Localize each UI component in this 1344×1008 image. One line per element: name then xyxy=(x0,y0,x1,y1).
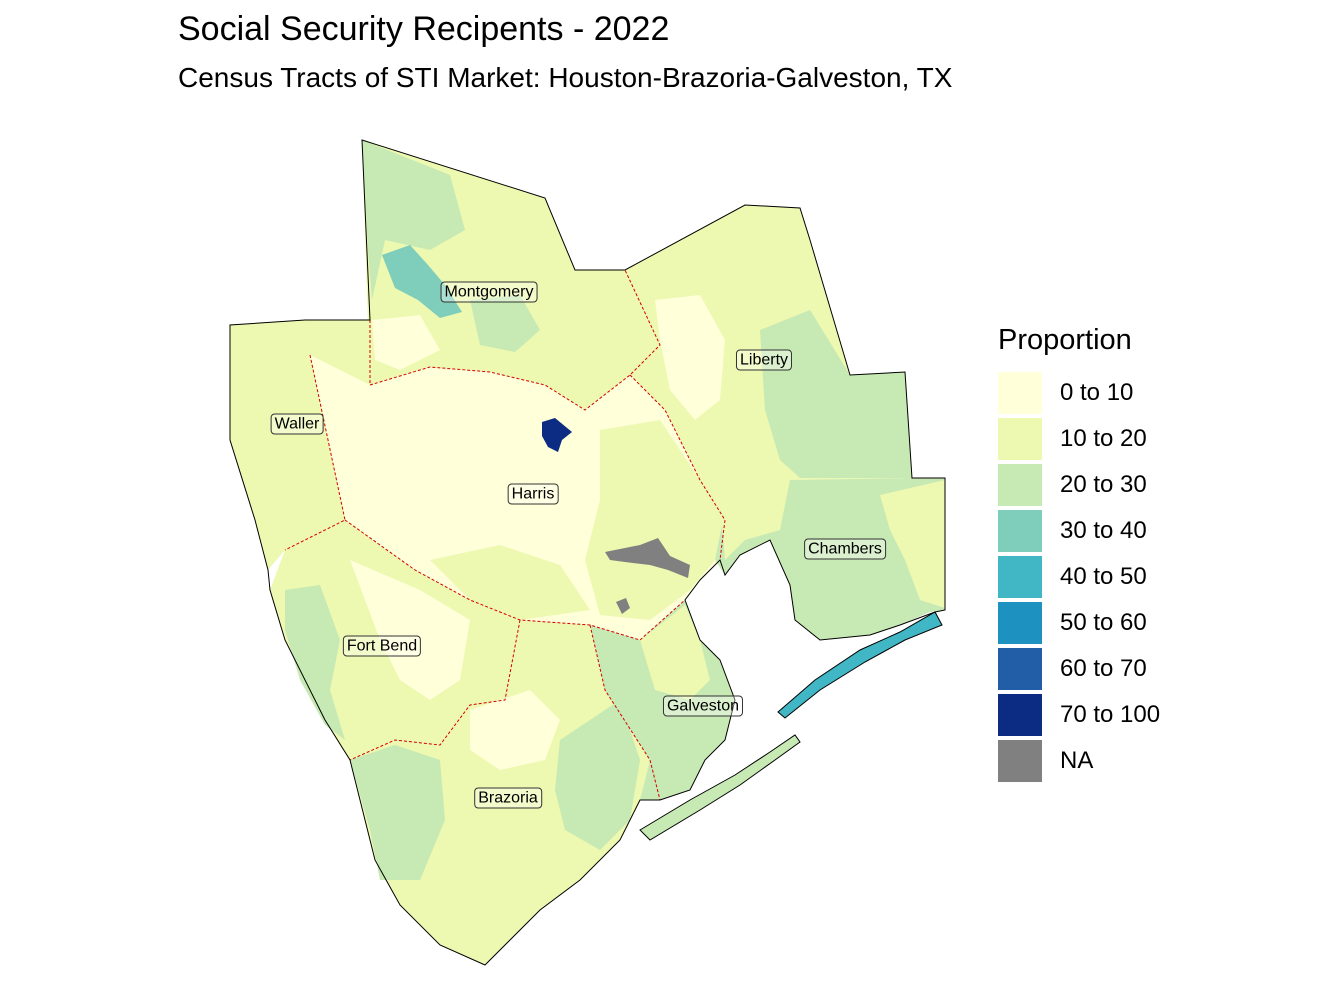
legend-item: 20 to 30 xyxy=(998,462,1160,508)
county-boundaries xyxy=(284,269,726,801)
legend-item: 10 to 20 xyxy=(998,416,1160,462)
tract-liberty-east[interactable] xyxy=(760,310,912,478)
tract-montgomery-north[interactable] xyxy=(362,140,465,300)
tract-galveston-island[interactable] xyxy=(640,735,800,840)
tract-harris-south[interactable] xyxy=(430,545,590,620)
legend-item: 50 to 60 xyxy=(998,600,1160,646)
legend-item: NA xyxy=(998,738,1160,784)
legend-swatch xyxy=(998,418,1042,460)
legend-swatch xyxy=(998,740,1042,782)
tract-chambers-west[interactable] xyxy=(700,480,790,560)
county-label-montgomery: Montgomery xyxy=(440,281,538,303)
legend-item: 40 to 50 xyxy=(998,554,1160,600)
legend-label: 60 to 70 xyxy=(1060,655,1147,682)
county-label-waller: Waller xyxy=(270,413,324,435)
tract-montgomery-west[interactable] xyxy=(372,315,440,370)
coastline-galveston-island xyxy=(639,734,801,841)
market-outline xyxy=(229,139,946,966)
county-label-fort-bend: Fort Bend xyxy=(342,635,422,657)
county-label-chambers: Chambers xyxy=(804,538,886,560)
legend-swatch xyxy=(998,556,1042,598)
county-label-galveston: Galveston xyxy=(662,695,744,717)
tract-fort-bend-core[interactable] xyxy=(350,560,470,700)
map-subtitle: Census Tracts of STI Market: Houston-Bra… xyxy=(178,62,953,93)
legend-item: 30 to 40 xyxy=(998,508,1160,554)
legend-swatch xyxy=(998,372,1042,414)
tract-liberty-west[interactable] xyxy=(655,295,725,420)
county-brazoria[interactable] xyxy=(350,620,650,965)
tract-chambers-east[interactable] xyxy=(880,480,945,608)
county-label-harris: Harris xyxy=(507,483,559,505)
tract-brazoria-west[interactable] xyxy=(350,745,445,880)
county-label-liberty: Liberty xyxy=(735,349,793,371)
legend-label: 0 to 10 xyxy=(1060,379,1134,406)
legend-swatch xyxy=(998,648,1042,690)
tract-harris-na-small[interactable] xyxy=(616,598,630,614)
county-label-brazoria: Brazoria xyxy=(474,787,542,809)
legend-item: 0 to 10 xyxy=(998,370,1160,416)
tract-brazoria-core[interactable] xyxy=(470,690,560,770)
legend-swatch xyxy=(998,464,1042,506)
tract-brazoria-east[interactable] xyxy=(555,700,640,850)
legend-title: Proportion xyxy=(998,324,1132,356)
legend-label: 10 to 20 xyxy=(1060,425,1147,452)
tract-fort-bend-west[interactable] xyxy=(285,585,345,740)
legend-label: 50 to 60 xyxy=(1060,609,1147,636)
legend-swatch xyxy=(998,602,1042,644)
legend: Proportion 0 to 10 10 to 20 20 to 30 30 … xyxy=(998,320,1160,784)
coastline-bolivar xyxy=(777,611,943,719)
tract-harris-high[interactable] xyxy=(542,418,572,452)
legend-item: 70 to 100 xyxy=(998,692,1160,738)
legend-label: 30 to 40 xyxy=(1060,517,1147,544)
tract-harris-na-ship-channel[interactable] xyxy=(605,538,690,578)
legend-item: 60 to 70 xyxy=(998,646,1160,692)
legend-label: 40 to 50 xyxy=(1060,563,1147,590)
county-waller[interactable] xyxy=(230,320,370,570)
legend-swatch xyxy=(998,510,1042,552)
legend-label: 70 to 100 xyxy=(1060,701,1161,728)
legend-swatch xyxy=(998,694,1042,736)
tract-montgomery-mid[interactable] xyxy=(470,295,540,352)
map-title: Social Security Recipents - 2022 xyxy=(178,10,670,48)
legend-label: NA xyxy=(1060,747,1094,774)
legend-label: 20 to 30 xyxy=(1060,471,1147,498)
tract-galveston-north[interactable] xyxy=(640,605,710,700)
